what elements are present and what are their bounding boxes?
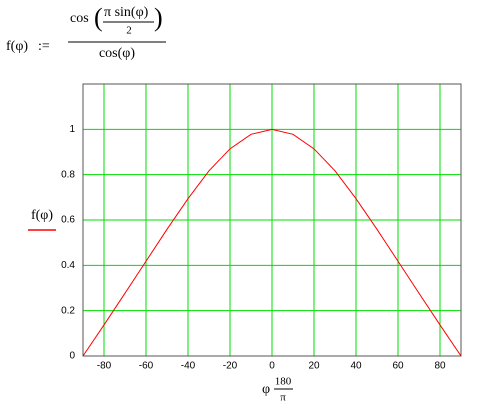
- formula: f(φ) := cos ( π sin(φ) 2 ) cos(φ): [6, 3, 166, 61]
- x-label-num: 180: [275, 376, 292, 388]
- plot-frame: [82, 83, 462, 357]
- formula-numerator-fn: cos: [70, 11, 89, 26]
- x-tick-label: 0: [269, 361, 275, 372]
- y-tick-label: 0.8: [61, 169, 75, 180]
- formula-numerator-top: π sin(φ): [104, 5, 149, 20]
- paren: (: [94, 3, 103, 32]
- y-tick-label: 0: [69, 351, 75, 362]
- formula-numerator-bottom: 2: [126, 25, 132, 37]
- y-axis-label: f(φ): [31, 208, 53, 223]
- series-line: [82, 128, 462, 357]
- y-tick-label: 0.2: [61, 305, 75, 316]
- x-tick-label: 80: [434, 361, 446, 372]
- x-tick-label: -80: [97, 361, 112, 372]
- y-tick-label: 0.6: [61, 215, 75, 226]
- x-label-var: φ: [262, 382, 270, 397]
- x-tick-label: 40: [350, 361, 362, 372]
- x-tick-label: -20: [223, 361, 238, 372]
- y-tick-label: 0.4: [61, 260, 75, 271]
- y-tick-label: 1: [69, 124, 75, 135]
- x-tick-label: 20: [308, 361, 320, 372]
- formula-assign: :=: [38, 39, 50, 54]
- x-tick-label: 60: [392, 361, 404, 372]
- formula-denominator: cos(φ): [99, 46, 135, 61]
- x-label-den: π: [280, 392, 286, 404]
- formula-lhs: f(φ): [6, 39, 28, 54]
- x-tick-label: -60: [139, 361, 154, 372]
- x-tick-label: -40: [181, 361, 196, 372]
- paren: ): [154, 3, 163, 32]
